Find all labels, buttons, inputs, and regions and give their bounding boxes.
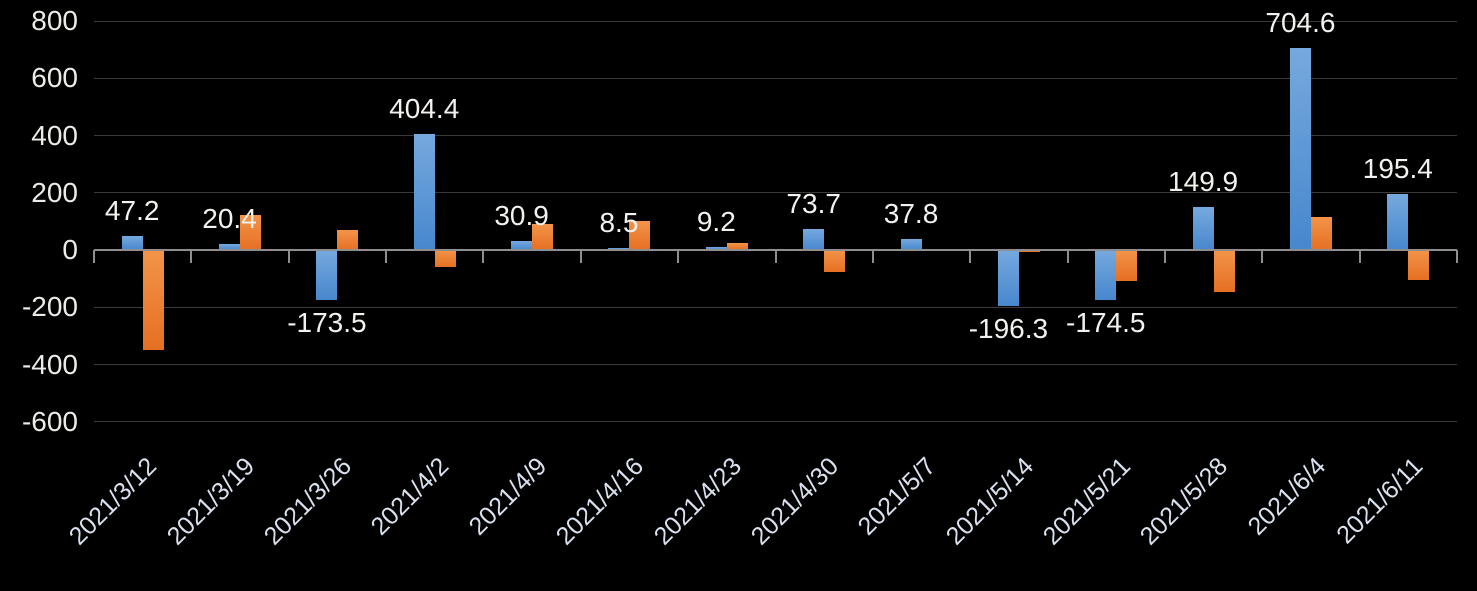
data-label: 195.4 <box>1362 153 1433 185</box>
gridline <box>94 192 1457 194</box>
y-axis-tick-label: 600 <box>31 62 78 94</box>
bar-orange-series <box>1310 216 1332 250</box>
x-axis-tick <box>1163 250 1166 263</box>
x-axis-category-label: 2021/5/14 <box>940 452 1039 551</box>
bar-blue-series <box>803 228 825 250</box>
x-axis-tick <box>287 250 290 263</box>
bar-blue-series <box>1289 48 1311 250</box>
bar-orange-series <box>142 250 164 351</box>
gridline <box>94 135 1457 136</box>
x-axis-tick <box>190 250 193 263</box>
x-axis-category-label: 2021/4/2 <box>366 452 455 541</box>
bar-blue-series <box>121 236 143 250</box>
bar-blue-series <box>1095 250 1117 300</box>
y-axis-tick-label: 0 <box>62 234 78 265</box>
x-axis-category-label: 2021/3/26 <box>258 452 358 551</box>
data-label: 704.6 <box>1265 7 1336 39</box>
data-label: 73.7 <box>786 187 841 219</box>
bar-orange-series <box>1408 250 1430 280</box>
x-axis-category-label: 2021/4/30 <box>745 452 845 551</box>
x-axis-tick <box>482 250 485 263</box>
bar-orange-series <box>532 223 554 250</box>
gridline <box>94 364 1457 365</box>
y-axis-tick-label: -400 <box>21 348 78 380</box>
data-label: -196.3 <box>968 313 1049 345</box>
bar-blue-series <box>1387 194 1409 250</box>
x-axis-category-label: 2021/3/12 <box>64 452 163 551</box>
bar-blue-series <box>316 250 338 300</box>
data-label: 47.2 <box>104 195 160 227</box>
bar-blue-series <box>608 247 630 250</box>
gridline <box>94 20 1457 22</box>
y-axis-tick-label: -600 <box>21 405 78 437</box>
y-axis-tick-label: 800 <box>31 5 78 36</box>
data-label: 8.5 <box>599 206 639 238</box>
x-axis-tick <box>871 250 874 263</box>
bar-blue-series <box>511 241 533 250</box>
x-axis-category-label: 2021/3/19 <box>161 452 260 551</box>
bar-blue-series <box>900 239 922 250</box>
y-axis-tick-label: -200 <box>21 291 78 323</box>
data-label: 404.4 <box>389 93 460 125</box>
bar-orange-series <box>1116 250 1138 282</box>
bar-orange-series <box>629 221 651 250</box>
data-label: 20.4 <box>202 203 257 235</box>
x-axis-category-label: 2021/5/28 <box>1135 452 1234 551</box>
bar-orange-series <box>1213 250 1235 292</box>
bar-blue-series <box>705 247 727 250</box>
x-axis-tick <box>677 250 680 263</box>
bar-orange-series <box>337 229 359 250</box>
y-axis-tick-label: 400 <box>31 119 78 151</box>
bar-blue-series <box>413 134 435 250</box>
bar-blue-series <box>997 250 1019 307</box>
gridline <box>94 77 1457 79</box>
x-axis-tick <box>774 250 777 263</box>
bar-orange-series <box>726 243 748 250</box>
x-axis-tick <box>385 250 388 263</box>
x-axis-category-label: 2021/4/9 <box>463 452 553 541</box>
bar-orange-series <box>824 250 846 272</box>
bar-blue-series <box>1192 207 1214 250</box>
x-axis-tick <box>1456 250 1458 263</box>
x-axis-category-label: 2021/6/11 <box>1331 452 1429 550</box>
x-axis-category-label: 2021/5/21 <box>1037 452 1137 551</box>
data-label: -174.5 <box>1066 306 1146 338</box>
bar-orange-series <box>434 250 456 268</box>
x-axis-tick <box>1261 250 1264 263</box>
bar-orange-series <box>240 214 262 250</box>
x-axis-tick <box>1066 250 1069 263</box>
data-label: 37.8 <box>883 198 939 230</box>
gridline <box>94 421 1457 423</box>
x-axis-category-label: 2021/4/23 <box>648 452 747 551</box>
data-label: 30.9 <box>494 200 549 232</box>
x-axis-category-label: 2021/6/4 <box>1242 452 1331 541</box>
x-axis-category-label: 2021/5/7 <box>852 452 942 541</box>
x-axis-tick <box>969 250 972 263</box>
x-axis-tick <box>579 250 582 263</box>
gridline <box>94 306 1457 308</box>
y-axis-tick-label: 200 <box>31 176 78 208</box>
data-label: -173.5 <box>287 306 367 338</box>
data-label: 149.9 <box>1168 166 1239 198</box>
bar-orange-series <box>1018 250 1040 252</box>
x-axis-tick <box>93 250 95 263</box>
bar-blue-series <box>219 244 241 250</box>
x-axis-category-label: 2021/4/16 <box>550 452 650 551</box>
data-label: 9.2 <box>696 206 736 238</box>
x-axis-tick <box>1358 250 1361 263</box>
